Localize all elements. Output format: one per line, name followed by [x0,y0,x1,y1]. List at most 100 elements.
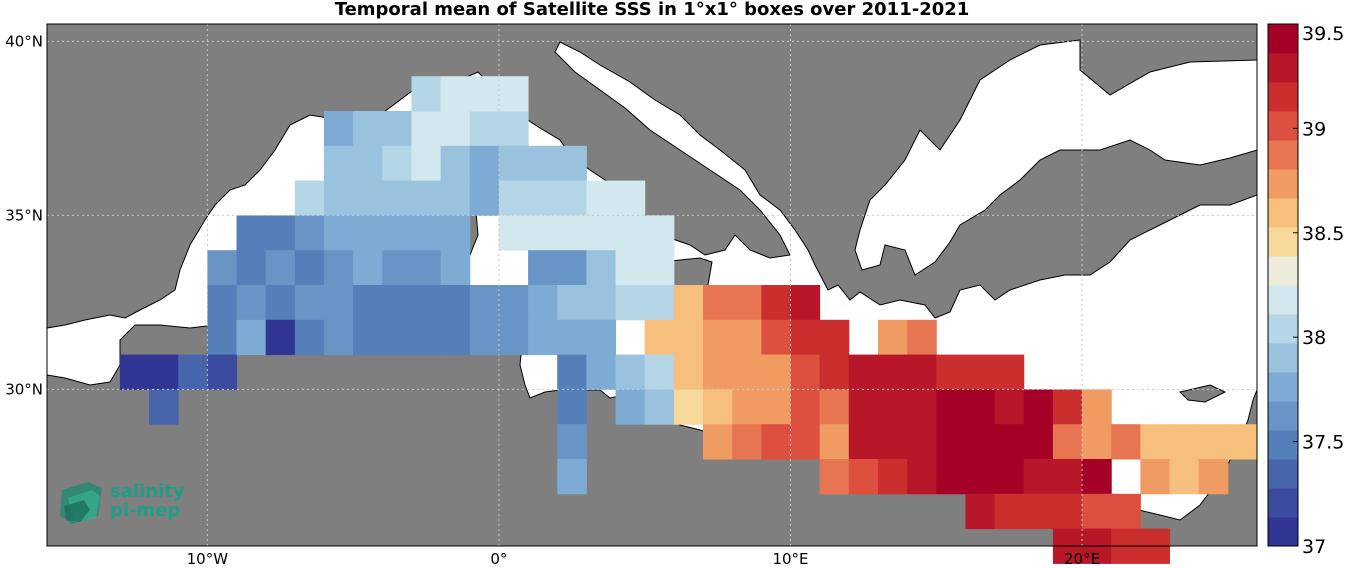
sss-cell [877,424,908,460]
colorbar-swatch [1268,111,1298,141]
sss-cell [965,459,996,495]
sss-cell [528,180,558,216]
sss-cell [819,424,850,460]
sss-cell [440,76,471,112]
sss-cell [994,459,1025,495]
sss-cell [557,180,587,216]
sss-cell [382,250,412,286]
sss-cell [615,180,646,216]
sss-cell [382,180,412,216]
sss-cell [353,180,383,216]
colorbar-swatch [1268,140,1298,170]
colorbar-swatch [1268,459,1298,489]
sss-cell [557,319,587,356]
sss-cell [732,319,762,356]
sss-cell [1023,459,1054,495]
sss-cell [469,285,500,321]
sss-cell [440,319,471,356]
sss-cell [353,111,383,147]
sss-cell [761,389,791,425]
sss-cell [586,250,617,286]
sss-cell [557,424,587,460]
sss-cell [761,424,791,460]
sss-cell [119,354,150,390]
sss-cell [1052,389,1083,425]
sss-cell [528,285,558,321]
sss-cell [528,145,558,182]
sss-cell [615,250,646,286]
sss-cell [411,180,442,216]
sss-cell [732,389,762,425]
sss-cell [353,319,383,356]
sss-cell [1023,424,1054,460]
sss-cell [149,354,179,390]
sss-cell [673,319,704,356]
sss-cell [265,250,296,286]
sss-cell [557,389,587,425]
y-tick-label: 35°N [5,206,43,224]
sss-cell [265,215,296,251]
sss-cell [907,354,937,390]
sss-cell [644,319,675,356]
sss-cell [469,76,500,112]
sss-cell [819,319,850,356]
land-europe [46,23,1258,329]
sss-cell [936,354,966,390]
sss-cell [615,285,646,321]
sss-cell [1052,424,1083,460]
colorbar-swatch [1268,343,1298,373]
y-tick-label: 30°N [5,380,43,398]
sss-cell [586,319,617,356]
sss-cell [353,285,383,321]
sss-cell [877,354,908,390]
sss-cell [498,180,529,216]
colorbar-tick-label: 39 [1302,118,1326,140]
sss-cell [703,389,733,425]
sss-cell [1082,459,1112,495]
sss-cell [1023,389,1054,425]
sss-cell [294,215,325,251]
sss-cell [936,424,966,460]
map-frame [46,23,1258,547]
sss-cell [440,180,471,216]
colorbar-frame [1267,23,1299,547]
colorbar-swatch [1268,169,1298,199]
sss-cell [265,285,296,321]
graticule-layer [47,24,1257,546]
sss-cell [557,145,587,182]
sss-cell [819,389,850,425]
colorbar-swatch [1268,372,1298,402]
sss-cell [965,389,996,425]
sss-cell [294,180,325,216]
sss-cell [615,215,646,251]
sss-cell [1052,493,1083,530]
sss-cell [382,215,412,251]
sss-cell [382,111,412,147]
sss-cell [411,145,442,182]
sss-cell [498,145,529,182]
sss-cell [353,250,383,286]
sss-cell [498,76,529,112]
sss-cell [1169,424,1200,460]
sss-cell [411,215,442,251]
sss-cell [411,319,442,356]
logo-mark-icon [60,482,102,524]
sss-cell [323,250,354,286]
sss-cell [994,424,1025,460]
sss-cell [1111,424,1141,460]
sss-cell [382,145,412,182]
sss-cell [819,459,850,495]
colorbar-swatch [1268,256,1298,286]
sss-cell [353,215,383,251]
sss-cell [469,180,500,216]
sss-cell [848,424,879,460]
x-tick-label: 10°E [772,550,808,568]
sss-cell [790,354,821,390]
sss-cell [440,145,471,182]
sss-cell [440,250,471,286]
sss-cell [557,354,587,390]
sss-cell [498,285,529,321]
logo-line-1: salinity [110,481,185,502]
sss-cell [207,250,238,286]
sss-cell [965,493,996,530]
